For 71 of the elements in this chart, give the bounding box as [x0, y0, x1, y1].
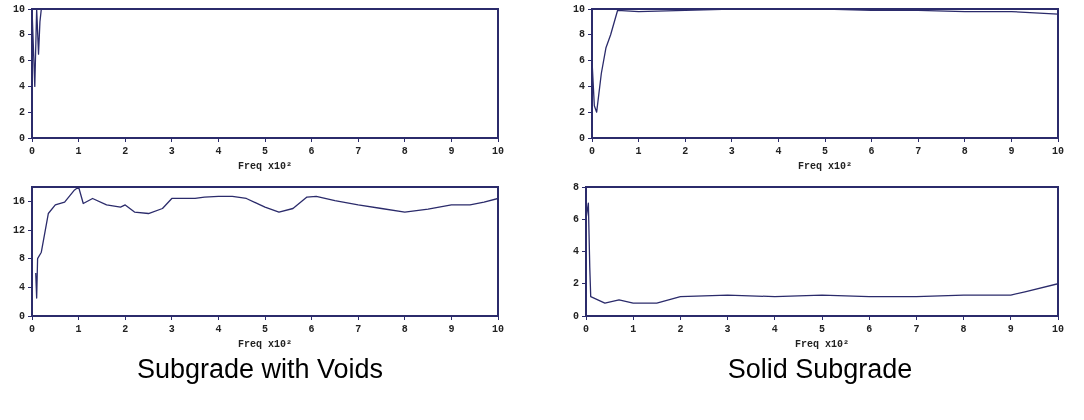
y-tick-label: 2 — [18, 106, 25, 118]
x-tick-label: 10 — [491, 323, 505, 335]
y-tick-label: 8 — [18, 253, 25, 265]
x-tick-label: 0 — [28, 323, 36, 335]
x-tick-label: 3 — [728, 145, 735, 157]
x-tick-label: 3 — [724, 323, 731, 335]
x-tick-label: 0 — [588, 145, 596, 157]
x-tick-label: 10 — [1051, 145, 1065, 157]
x-tick-label: 3 — [168, 145, 175, 157]
x-tick-label: 1 — [75, 145, 82, 157]
x-tick-label: 3 — [168, 323, 175, 335]
x-axis-title: Freq x10² — [237, 160, 293, 172]
x-tick-label: 5 — [261, 145, 269, 157]
y-tick-label: 0 — [18, 132, 25, 144]
y-tick-label: 4 — [18, 80, 25, 92]
x-tick-label: 0 — [28, 145, 36, 157]
y-tick-label: 0 — [18, 310, 25, 322]
x-tick-label: 4 — [775, 145, 782, 157]
x-tick-label: 1 — [75, 323, 82, 335]
x-tick-label: 5 — [818, 323, 826, 335]
y-tick-label: 10 — [572, 3, 585, 15]
x-tick-label: 6 — [308, 145, 315, 157]
y-tick-label: 4 — [578, 80, 585, 92]
x-tick-label: 5 — [261, 323, 269, 335]
x-tick-label: 5 — [821, 145, 829, 157]
text: Solid Subgrade — [726, 354, 914, 385]
x-axis-title: Freq x10² — [237, 338, 293, 350]
x-tick-label: 8 — [401, 145, 408, 157]
x-tick-label: 4 — [215, 323, 222, 335]
y-tick-label: 10 — [12, 3, 25, 15]
x-tick-label: 7 — [913, 323, 920, 335]
y-tick-label: 6 — [18, 55, 25, 67]
y-tick-label: 4 — [572, 246, 579, 258]
x-tick-label: 9 — [1007, 323, 1014, 335]
x-tick-label: 10 — [491, 145, 505, 157]
x-tick-label: 10 — [1051, 323, 1065, 335]
x-axis-title: Freq x10² — [794, 338, 850, 350]
y-tick-label: 6 — [572, 213, 579, 225]
y-tick-label: 2 — [572, 278, 579, 290]
x-tick-label: 2 — [677, 323, 684, 335]
x-tick-label: 1 — [630, 323, 637, 335]
y-tick-label: 12 — [12, 224, 25, 236]
x-tick-label: 7 — [355, 323, 362, 335]
y-tick-label: 0 — [572, 310, 579, 322]
x-tick-label: 9 — [448, 323, 455, 335]
x-tick-label: 6 — [866, 323, 873, 335]
y-tick-label: 6 — [578, 55, 585, 67]
x-tick-label: 1 — [635, 145, 642, 157]
x-tick-label: 6 — [308, 323, 315, 335]
x-tick-label: 8 — [401, 323, 408, 335]
x-tick-label: 9 — [448, 145, 455, 157]
x-tick-label: 7 — [355, 145, 362, 157]
y-tick-label: 8 — [578, 29, 585, 41]
x-tick-label: 8 — [960, 323, 967, 335]
x-tick-label: 2 — [122, 323, 129, 335]
y-tick-label: 2 — [578, 106, 585, 118]
y-tick-label: 8 — [18, 29, 25, 41]
x-tick-label: 9 — [1008, 145, 1015, 157]
text: Subgrade with Voids — [135, 354, 385, 385]
y-tick-label: 16 — [12, 195, 25, 207]
y-tick-label: 8 — [572, 181, 579, 193]
x-tick-label: 4 — [771, 323, 778, 335]
x-tick-label: 4 — [215, 145, 222, 157]
x-tick-label: 8 — [961, 145, 968, 157]
x-tick-label: 2 — [122, 145, 129, 157]
x-tick-label: 6 — [868, 145, 875, 157]
x-axis-title: Freq x10² — [797, 160, 853, 172]
y-tick-label: 4 — [18, 281, 25, 293]
x-tick-label: 7 — [915, 145, 922, 157]
y-tick-label: 0 — [578, 132, 585, 144]
x-tick-label: 2 — [682, 145, 689, 157]
